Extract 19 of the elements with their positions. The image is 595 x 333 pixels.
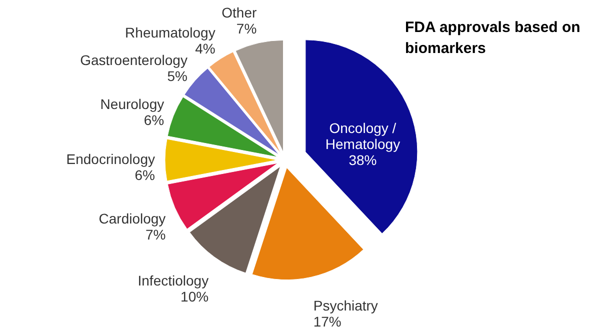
slice-label: Psychiatry bbox=[313, 297, 378, 314]
data-label: 5% bbox=[167, 68, 188, 84]
data-label: 10% bbox=[180, 288, 209, 304]
slice-label: Neurology bbox=[100, 96, 164, 112]
slice-label: Gastroenterology bbox=[80, 52, 188, 68]
slice-label: Cardiology bbox=[98, 210, 166, 227]
data-label: 7% bbox=[145, 226, 166, 243]
slice-label: Other bbox=[222, 4, 257, 21]
data-label: 38% bbox=[348, 152, 377, 168]
data-label: 7% bbox=[236, 20, 257, 37]
slice-label: Endocrinology bbox=[66, 151, 155, 167]
text: FDA approvals based on biomarkers bbox=[405, 19, 580, 57]
data-label: 6% bbox=[134, 167, 155, 183]
data-label: 4% bbox=[195, 40, 216, 56]
slice-label: Rheumatology bbox=[125, 24, 216, 40]
slice-label: Oncology / Hematology bbox=[325, 120, 400, 152]
data-label: 17% bbox=[313, 313, 342, 330]
data-label: 6% bbox=[144, 112, 164, 128]
slice-label: Infectiology bbox=[138, 272, 209, 288]
